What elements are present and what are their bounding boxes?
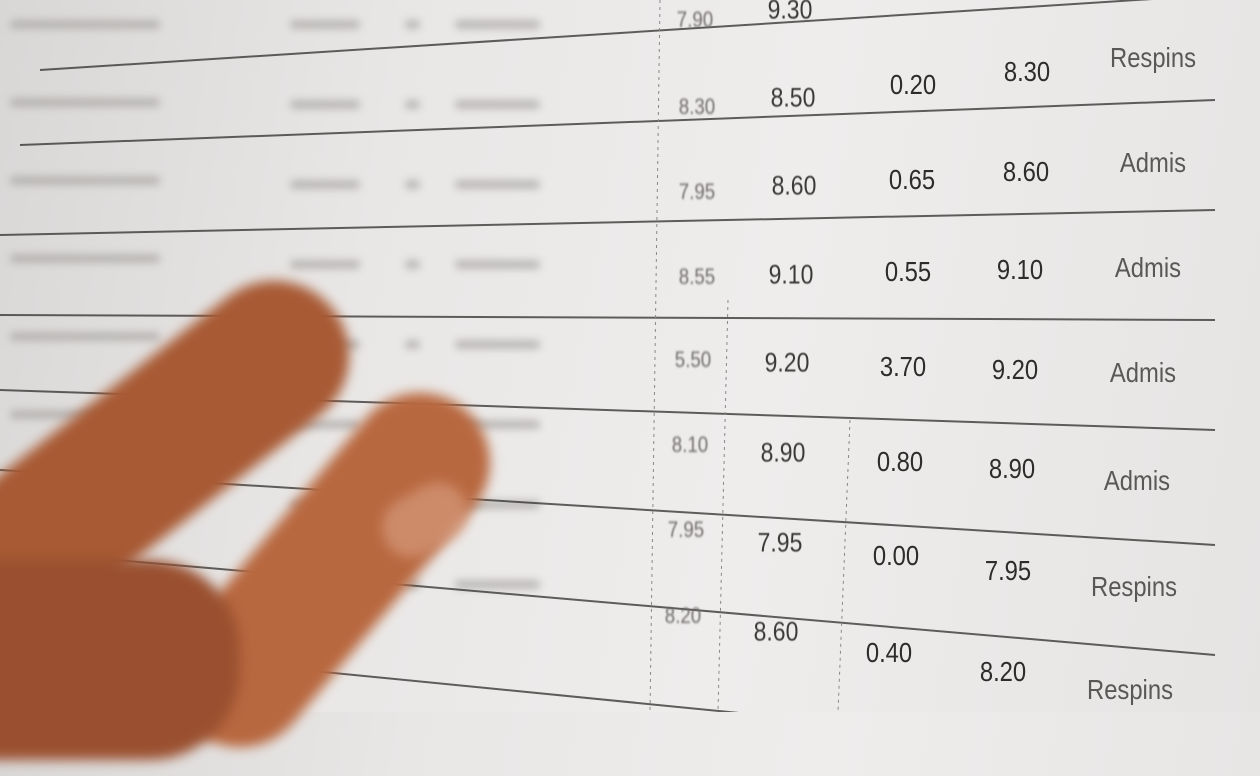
cell-final-score: 9.20 bbox=[991, 354, 1039, 385]
blurred-text bbox=[455, 100, 540, 109]
blurred-text bbox=[290, 420, 360, 429]
blurred-text bbox=[10, 98, 160, 107]
column-divider bbox=[837, 419, 851, 712]
column-divider bbox=[649, 0, 661, 712]
blurred-text bbox=[455, 500, 540, 509]
cell-score-a: 8.10 bbox=[671, 432, 709, 457]
cell-status: Admis bbox=[1119, 147, 1187, 178]
cell-score-a: 5.50 bbox=[674, 347, 712, 372]
cell-difference: 0.55 bbox=[884, 256, 932, 287]
cell-status: Admis bbox=[1109, 357, 1177, 388]
cell-final-score: 8.20 bbox=[979, 656, 1027, 687]
cell-score-b: 7.95 bbox=[757, 527, 803, 558]
cell-score-b: 9.30 bbox=[767, 0, 813, 25]
cell-status: Admis bbox=[1114, 252, 1182, 283]
cell-difference: 0.20 bbox=[889, 69, 937, 100]
cell-difference: 0.80 bbox=[876, 446, 924, 477]
cell-status: Respins bbox=[1087, 674, 1173, 705]
cell-score-a: 7.95 bbox=[678, 179, 716, 204]
blurred-text bbox=[10, 176, 160, 185]
cell-score-b: 8.60 bbox=[771, 170, 817, 201]
blurred-text bbox=[405, 20, 420, 29]
blurred-text bbox=[405, 340, 420, 349]
row-divider bbox=[19, 99, 1216, 146]
cell-score-b: 9.20 bbox=[764, 347, 810, 378]
row-divider bbox=[0, 549, 1216, 656]
blurred-text bbox=[455, 580, 540, 589]
blurred-text bbox=[10, 20, 160, 29]
cell-difference: 3.70 bbox=[879, 351, 927, 382]
column-divider bbox=[717, 299, 729, 712]
row-divider bbox=[39, 0, 1153, 71]
cell-final-score: 8.30 bbox=[1003, 56, 1051, 87]
cell-difference: 0.00 bbox=[872, 540, 920, 571]
blurred-text bbox=[10, 332, 160, 341]
cell-difference: 0.65 bbox=[888, 164, 936, 195]
cell-score-a: 7.95 bbox=[667, 517, 705, 542]
cell-score-b: 8.90 bbox=[760, 437, 806, 468]
cell-score-b: 9.10 bbox=[768, 259, 814, 290]
cell-status: Admis bbox=[1103, 465, 1171, 496]
cell-difference: 0.40 bbox=[865, 637, 913, 668]
cell-score-a: 8.30 bbox=[678, 94, 716, 119]
blurred-text bbox=[405, 580, 420, 589]
cell-final-score: 8.90 bbox=[988, 453, 1036, 484]
blurred-text bbox=[290, 260, 360, 269]
blurred-text bbox=[290, 180, 360, 189]
row-divider bbox=[0, 314, 1216, 321]
blurred-text bbox=[455, 340, 540, 349]
cell-final-score: 8.60 bbox=[1002, 156, 1050, 187]
cell-score-b: 8.50 bbox=[770, 82, 816, 113]
row-divider bbox=[0, 209, 1216, 236]
blurred-text bbox=[290, 20, 360, 29]
cell-status: Respins bbox=[1091, 571, 1177, 602]
cell-score-b: 8.60 bbox=[753, 616, 799, 647]
blurred-text bbox=[10, 254, 160, 263]
blurred-text bbox=[405, 100, 420, 109]
blurred-text bbox=[405, 180, 420, 189]
cell-status: Respins bbox=[1110, 42, 1196, 73]
blurred-text bbox=[455, 180, 540, 189]
blurred-text bbox=[455, 260, 540, 269]
cell-final-score: 7.95 bbox=[984, 555, 1032, 586]
cell-score-a: 8.55 bbox=[678, 264, 716, 289]
cell-score-a: 8.20 bbox=[664, 603, 702, 628]
blurred-text bbox=[455, 420, 540, 429]
blurred-text bbox=[405, 260, 420, 269]
cell-score-a: 7.90 bbox=[676, 7, 714, 32]
blurred-text bbox=[455, 20, 540, 29]
cell-final-score: 9.10 bbox=[996, 254, 1044, 285]
blurred-text bbox=[290, 100, 360, 109]
